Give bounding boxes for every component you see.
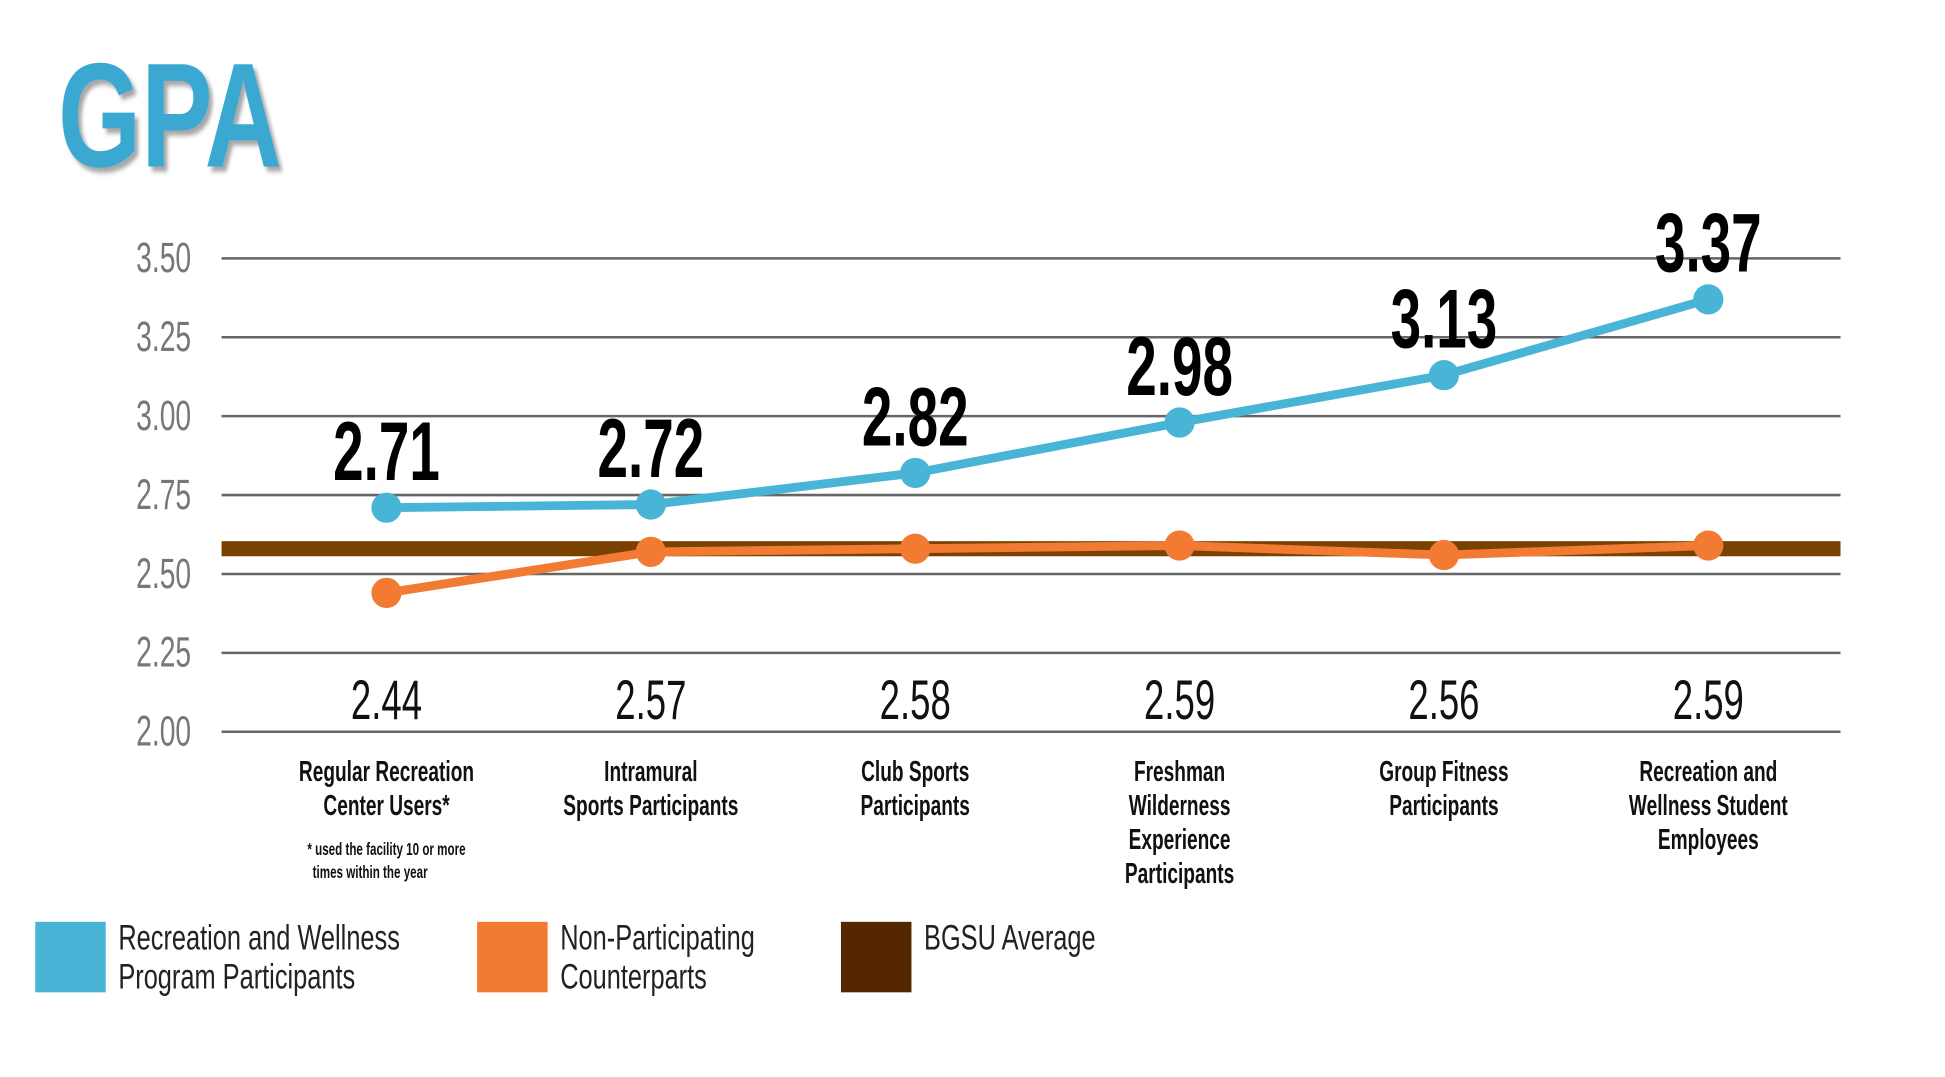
category-label: Wellness Student (1629, 790, 1788, 822)
category-label: Participants (1125, 858, 1234, 890)
category-label: Wilderness (1129, 790, 1231, 822)
footnote: * used the facility 10 or more (307, 840, 465, 860)
data-point (1428, 539, 1460, 571)
category-label: Club Sports (861, 756, 969, 788)
legend-swatch (840, 921, 912, 993)
y-tick-label: 2.25 (136, 628, 191, 676)
data-point (635, 536, 666, 567)
participant-value-label: 3.13 (1391, 272, 1498, 365)
data-point (1164, 407, 1195, 438)
category-label: Recreation and (1639, 756, 1777, 788)
legend-label: Program Participants (118, 956, 355, 996)
participant-value-label: 2.98 (1126, 319, 1233, 412)
chart-title: GPA (58, 33, 282, 198)
category-label: Regular Recreation (299, 756, 474, 788)
series-line-0 (386, 295, 1710, 513)
data-point (1164, 530, 1195, 561)
y-tick-label: 3.50 (136, 233, 191, 281)
y-tick-label: 2.75 (136, 470, 191, 518)
data-point (900, 533, 931, 564)
y-tick-label: 2.50 (136, 549, 191, 597)
counterpart-value-label: 2.58 (880, 670, 951, 731)
counterpart-value-label: 2.44 (351, 670, 422, 731)
category-label: Freshman (1134, 756, 1225, 788)
legend-label: Counterparts (560, 956, 707, 996)
data-point (371, 577, 402, 608)
data-point (1428, 360, 1460, 391)
participant-value-label: 2.82 (862, 370, 969, 463)
category-label: Center Users* (323, 790, 450, 822)
legend-swatch (35, 921, 106, 993)
counterpart-value-label: 2.57 (615, 670, 686, 731)
category-label: Participants (1389, 790, 1498, 822)
participant-value-label: 2.71 (333, 404, 440, 497)
category-label: Employees (1658, 824, 1759, 856)
counterpart-value-label: 2.56 (1408, 670, 1479, 731)
category-label: Experience (1129, 824, 1231, 856)
legend-swatch (477, 921, 548, 993)
data-point (371, 492, 402, 523)
participant-value-label: 3.37 (1655, 196, 1762, 289)
y-tick-label: 3.00 (136, 391, 191, 439)
y-tick-label: 3.25 (136, 312, 191, 360)
category-label: Intramural (604, 756, 697, 788)
data-point (1693, 530, 1724, 561)
legend-label: Recreation and Wellness (118, 917, 400, 957)
counterpart-value-label: 2.59 (1144, 670, 1215, 731)
participant-value-label: 2.72 (597, 401, 704, 494)
counterpart-value-label: 2.59 (1673, 670, 1744, 731)
legend-label: Non-Participating (560, 917, 755, 957)
footnote: times within the year (313, 862, 428, 882)
category-label: Group Fitness (1379, 756, 1508, 788)
data-point (900, 457, 931, 489)
category-label: Sports Participants (563, 790, 738, 822)
legend-label: BGSU Average (924, 917, 1096, 957)
series-line-1 (385, 541, 1709, 598)
y-tick-label: 2.00 (136, 707, 191, 755)
category-label: Participants (861, 790, 970, 822)
data-point (635, 489, 666, 520)
data-point (1693, 284, 1724, 315)
